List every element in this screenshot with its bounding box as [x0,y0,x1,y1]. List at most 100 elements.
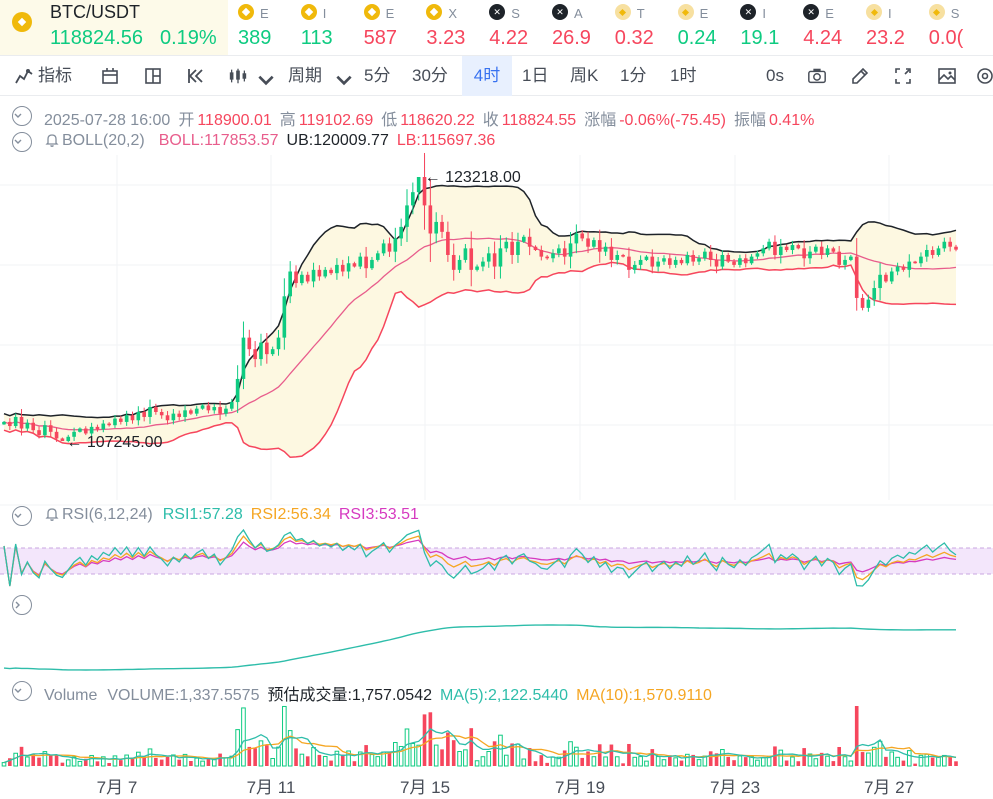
volume-bar [621,763,625,766]
high-price-marker: ← 123218.00 [425,169,521,186]
candle-body [948,241,952,247]
volume-ma5: MA(5):2,122.5440 [440,687,569,704]
expand-icon[interactable] [893,66,913,86]
ticker-item[interactable]: A 26.9 [552,0,615,55]
indicator-button[interactable]: 指标 [38,66,72,85]
time-zero-s[interactable]: 0s [766,66,784,85]
candlestick-chart[interactable]: ← 123218.00 ← 107245.00 [0,152,993,506]
candle-body [317,269,322,277]
interval-1d[interactable]: 1日 [522,66,549,85]
candle-body [691,254,695,262]
volume-bar [480,756,486,767]
ticker-item-name: I [762,6,767,21]
ticker-item-name: S [511,6,520,21]
ticker-item[interactable]: I 113 [300,0,364,55]
candle-body [78,428,82,432]
volume-bar [474,760,480,767]
image-icon[interactable] [937,66,957,86]
volume-bar [603,756,608,767]
period-dropdown[interactable]: 周期 [288,66,322,85]
candle-body [825,248,830,255]
candle-body [457,259,462,270]
volume-bar [206,757,211,766]
candle-body [224,408,228,414]
ohlc-collapse-icon[interactable] [12,106,32,126]
amp-value: 0.41% [768,112,815,129]
boll-band-fill [4,185,956,458]
rsi-collapse-icon[interactable] [12,506,32,526]
candle-body [562,248,567,257]
settings-icon[interactable] [975,66,993,86]
candle-body [282,296,287,338]
candle-body [399,226,403,239]
ticker-item[interactable]: E 4.24 [803,0,866,55]
ticker-item-value: 19.1 [740,27,780,49]
candle-body [773,241,777,255]
bell-icon[interactable] [44,132,60,148]
ticker-item[interactable]: S 0.0( [928,0,992,55]
chevron-down-icon[interactable] [256,70,276,90]
symbol-name: BTC/USDT [50,2,140,22]
candle-body [48,425,53,432]
secondary-indicator-chart[interactable] [0,600,993,680]
candle-body [253,349,257,360]
rsi3-value: RSI3:53.51 [338,506,419,523]
ticker-item[interactable]: X 3.23 [426,0,489,55]
boll-collapse-icon[interactable] [12,132,32,152]
rsi-chart[interactable] [0,528,993,587]
ticker-item[interactable]: I 23.2 [866,0,929,55]
volume-bar [901,760,906,766]
ticker-item[interactable]: E 0.24 [677,0,741,55]
indicator-icon[interactable] [14,66,34,86]
interval-4h[interactable]: 4时 [462,56,512,96]
ticker-item[interactable]: E 587 [363,0,427,55]
volume-bar [463,749,468,767]
volume-bar [539,755,544,766]
camera-icon[interactable] [807,66,827,86]
volume-bar [60,762,65,766]
volume-collapse-icon[interactable] [12,681,32,701]
volume-bar [89,754,94,767]
candle-body [860,297,865,308]
candle-body [784,246,789,251]
candle-body [632,264,637,270]
interval-1min[interactable]: 1分 [620,66,647,85]
draw-icon[interactable] [850,66,870,86]
volume-bar [545,762,549,766]
volume-bar [755,759,760,767]
candle-body [393,238,398,252]
volume-bar [322,756,328,767]
candle-body [913,261,917,264]
volume-estimate: 预估成交量:1,757.0542 [267,687,432,704]
rsi-bell-icon[interactable] [44,506,60,522]
split-icon[interactable] [143,66,163,86]
ticker-item-name: E [699,6,709,21]
candle-type-icon[interactable] [228,66,248,86]
candle-body [335,264,339,274]
layout-icon[interactable] [100,66,120,86]
period-chevron-icon[interactable] [334,70,354,90]
ticker-item[interactable]: T 0.32 [614,0,678,55]
volume-chart[interactable] [0,700,993,767]
volume-bar [954,761,958,766]
volume-bar [813,758,819,767]
main-ticker[interactable]: BTC/USDT 118824.56 0.19% [0,0,228,55]
ticker-item-name: E [260,6,269,21]
interval-30m[interactable]: 30分 [412,66,448,85]
ticker-item[interactable]: E 389 [238,0,301,55]
interval-5m[interactable]: 5分 [364,66,391,85]
interval-1h[interactable]: 1时 [670,66,697,85]
ticker-item-value: 0.0( [928,27,964,49]
replay-icon[interactable] [186,66,206,86]
candle-body [615,254,620,260]
volume-bar [574,746,579,767]
ticker-item[interactable]: I 19.1 [740,0,803,55]
candle-body [778,246,783,255]
volume-bar [586,751,590,766]
candle-body [662,258,666,262]
ticker-item[interactable]: S 4.22 [489,0,552,55]
interval-1w[interactable]: 周K [570,66,599,85]
indicator-expand-icon[interactable] [12,595,32,615]
bnb-logo-icon [426,4,443,20]
volume-bar [714,753,719,766]
